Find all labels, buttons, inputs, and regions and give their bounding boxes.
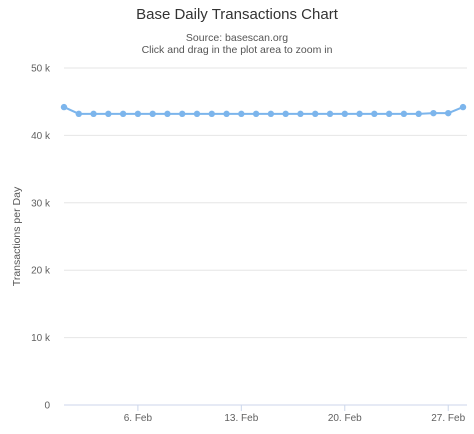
chart-subtitle: Source: basescan.org xyxy=(185,32,289,44)
data-point[interactable] xyxy=(400,110,408,118)
y-tick-label: 40 k xyxy=(31,131,51,142)
data-point[interactable] xyxy=(356,110,363,118)
data-point[interactable] xyxy=(149,110,156,118)
data-point[interactable] xyxy=(134,110,142,118)
data-point[interactable] xyxy=(312,110,319,118)
data-point[interactable] xyxy=(75,110,82,118)
y-tick-label: 10 k xyxy=(31,333,51,344)
data-point[interactable] xyxy=(430,109,437,117)
data-point[interactable] xyxy=(459,103,467,111)
data-point[interactable] xyxy=(385,110,393,118)
x-tick-label: 13. Feb xyxy=(224,413,258,424)
chart-title: Base Daily Transactions Chart xyxy=(136,6,338,23)
data-point[interactable] xyxy=(341,110,348,118)
grid-lines xyxy=(64,67,467,339)
x-tick-label: 6. Feb xyxy=(124,413,153,424)
x-tick-label: 27. Feb xyxy=(431,413,465,424)
series-line xyxy=(63,106,464,115)
data-point[interactable] xyxy=(371,110,378,118)
y-tick-label: 50 k xyxy=(31,64,51,75)
y-tick-label: 0 xyxy=(44,401,50,412)
x-axis-ticks: 6. Feb 13. Feb 20. Feb 27. Feb xyxy=(124,405,466,424)
data-point[interactable] xyxy=(415,110,422,118)
data-point[interactable] xyxy=(326,110,334,118)
data-point[interactable] xyxy=(282,110,289,118)
data-point[interactable] xyxy=(252,110,260,118)
data-point[interactable] xyxy=(193,110,201,118)
y-tick-label: 20 k xyxy=(31,266,51,277)
data-point[interactable] xyxy=(297,110,304,118)
data-point[interactable] xyxy=(105,110,112,118)
x-tick-label: 20. Feb xyxy=(328,413,362,424)
y-tick-label: 30 k xyxy=(31,198,51,209)
data-point[interactable] xyxy=(90,110,97,118)
data-point[interactable] xyxy=(119,110,127,118)
data-point[interactable] xyxy=(179,110,186,118)
series-group xyxy=(60,103,467,118)
zoom-instruction: Click and drag in the plot area to zoom … xyxy=(141,44,333,56)
data-point[interactable] xyxy=(238,110,245,118)
data-point[interactable] xyxy=(267,110,275,118)
y-axis-ticks: 0 10 k 20 k 30 k 40 k 50 k xyxy=(31,64,51,412)
data-point[interactable] xyxy=(208,110,215,118)
data-point[interactable] xyxy=(164,110,171,118)
data-point[interactable] xyxy=(60,103,68,111)
y-axis-label: Transactions per Day xyxy=(11,186,23,286)
data-point[interactable] xyxy=(223,110,230,118)
data-point[interactable] xyxy=(445,109,452,117)
